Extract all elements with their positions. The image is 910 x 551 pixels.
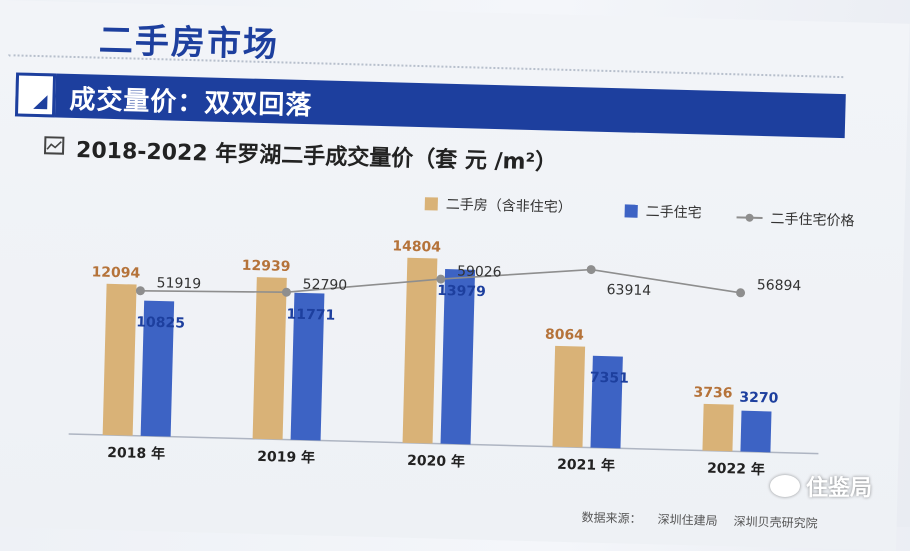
bar-1-series-a (102, 283, 137, 436)
label-2-series-a: 12939 (242, 258, 291, 275)
source-2: 深圳贝壳研究院 (733, 514, 818, 531)
bar-2-series-b (290, 292, 325, 441)
label-1-series-a: 12094 (91, 264, 140, 281)
x-tick-label-4: 2021 年 (557, 456, 615, 475)
bar-4-series-b (590, 355, 623, 449)
label-4-series-b: 7351 (590, 370, 629, 387)
price-point-2 (281, 287, 291, 297)
bar-2-series-a (252, 277, 287, 440)
label-3-series-b: 13979 (437, 283, 486, 300)
label-5-series-a: 3736 (693, 385, 732, 402)
wechat-icon (770, 475, 800, 497)
label-3-series-a: 14804 (392, 238, 441, 255)
watermark: 住鉴局 (770, 470, 872, 502)
watermark-text: 住鉴局 (806, 476, 873, 501)
label-1-series-b: 10825 (136, 314, 185, 331)
bar-3-series-b (440, 269, 476, 445)
label-5-series-b: 3270 (739, 390, 779, 407)
bar-3-series-a (402, 257, 438, 444)
x-tick-label-2: 2019 年 (257, 448, 315, 467)
x-tick-label-5: 2022 年 (707, 460, 765, 479)
price-label-4: 63914 (606, 282, 651, 299)
bar-1-series-b (140, 300, 175, 437)
price-point-4 (586, 265, 596, 275)
price-point-1 (135, 286, 145, 296)
price-label-5: 56894 (757, 277, 802, 294)
price-point-3 (436, 274, 446, 284)
price-label-2: 52790 (302, 277, 347, 294)
price-label-3: 59026 (457, 264, 502, 281)
source-1: 深圳住建局 (657, 512, 718, 528)
bar-5-series-b (740, 410, 772, 453)
price-point-5 (736, 288, 746, 298)
label-2-series-b: 11771 (286, 307, 335, 324)
label-4-series-a: 8064 (545, 327, 585, 344)
x-tick-label-3: 2020 年 (407, 452, 465, 471)
price-label-1: 51919 (156, 275, 201, 292)
x-tick-label-1: 2018 年 (107, 444, 165, 463)
bar-5-series-a (702, 403, 734, 452)
source-label: 数据来源： (581, 510, 642, 526)
bar-4-series-a (552, 345, 586, 448)
line-chart-icon (43, 136, 65, 155)
